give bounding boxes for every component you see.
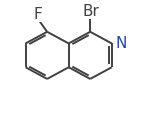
Text: N: N (115, 36, 127, 51)
Text: Br: Br (82, 4, 99, 19)
Text: F: F (33, 7, 42, 22)
